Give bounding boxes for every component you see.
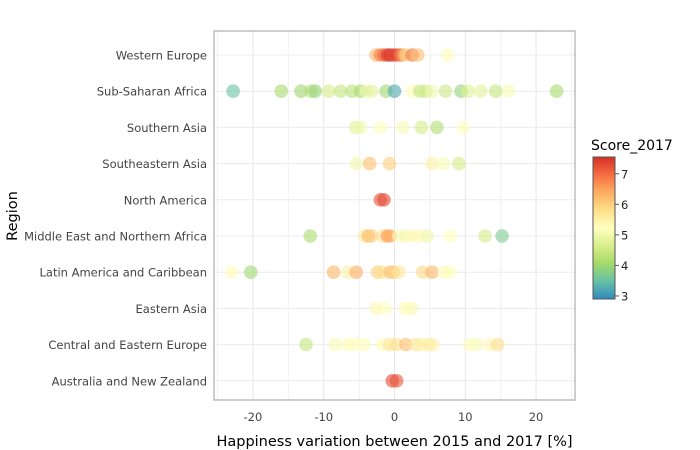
y-tick-labels: Western Europe Sub-Saharan Africa Southern… — [24, 49, 207, 389]
x-tick-label: 10 — [458, 410, 473, 424]
data-point — [425, 337, 440, 352]
data-point — [303, 229, 318, 243]
data-point — [349, 265, 364, 280]
plot-frame — [213, 30, 576, 401]
colorbar-tick-label: 6 — [621, 198, 628, 212]
y-tick-label: Latin America and Caribbean — [40, 266, 208, 280]
data-point — [274, 84, 289, 98]
y-axis-label: Region — [5, 191, 21, 241]
data-point — [377, 193, 391, 207]
data-point — [411, 48, 425, 62]
data-point — [357, 337, 371, 352]
data-point — [365, 229, 379, 243]
data-point — [321, 84, 336, 98]
x-tick-label: -20 — [244, 410, 263, 424]
data-point — [378, 301, 393, 316]
colorbar-gradient — [592, 156, 616, 300]
data-point — [440, 48, 455, 62]
data-point — [461, 84, 475, 98]
data-point — [469, 337, 484, 352]
y-tick-label: Central and Eastern Europe — [48, 338, 207, 352]
data-point — [424, 84, 439, 98]
x-tick-labels: -20 -10 0 10 20 — [244, 410, 544, 424]
data-point — [365, 84, 379, 98]
data-point — [382, 156, 397, 171]
data-point — [244, 265, 258, 280]
data-point — [373, 120, 388, 135]
data-point — [430, 120, 444, 135]
y-tick-label: Sub-Saharan Africa — [97, 85, 207, 99]
x-tick-label: 0 — [391, 410, 398, 424]
x-tick-label: -10 — [314, 410, 333, 424]
data-point — [308, 84, 323, 98]
data-point — [425, 156, 439, 171]
data-point — [328, 337, 342, 352]
data-point — [443, 265, 458, 280]
data-point — [362, 156, 377, 171]
colorbar-tick-label: 5 — [621, 228, 628, 242]
data-point — [333, 84, 348, 98]
data-point — [495, 229, 509, 243]
x-axis-label: Happiness variation between 2015 and 201… — [216, 434, 572, 450]
colorbar: Score_2017 7 6 5 4 3 — [591, 138, 673, 303]
data-point — [404, 301, 419, 316]
data-point — [389, 374, 404, 388]
data-point — [425, 265, 439, 280]
data-point — [226, 84, 240, 98]
data-point — [396, 120, 410, 135]
x-tick-label: 20 — [529, 410, 544, 424]
y-tick-label: Australia and New Zealand — [52, 374, 207, 388]
data-point — [456, 120, 470, 135]
data-point — [436, 156, 451, 171]
y-tick-label: Middle East and Northern Africa — [24, 230, 207, 244]
y-tick-label: Southeastern Asia — [102, 157, 207, 171]
data-point — [391, 265, 406, 280]
data-point — [387, 84, 402, 98]
data-point — [549, 84, 564, 98]
data-point — [414, 120, 429, 135]
colorbar-tick-label: 3 — [621, 289, 628, 303]
y-tick-label: Southern Asia — [127, 121, 207, 135]
data-point — [294, 84, 308, 98]
data-point — [501, 84, 516, 98]
data-point — [299, 337, 313, 352]
data-point — [353, 120, 368, 135]
colorbar-tick-label: 4 — [621, 259, 628, 273]
data-point — [349, 156, 364, 171]
y-tick-label: Western Europe — [116, 49, 207, 63]
data-point — [224, 265, 239, 280]
y-tick-label: North America — [124, 193, 207, 207]
data-point — [478, 229, 492, 243]
colorbar-tick-label: 7 — [621, 167, 628, 181]
data-point — [474, 84, 488, 98]
colorbar-title: Score_2017 — [591, 138, 673, 154]
data-point — [452, 156, 466, 171]
data-point — [326, 265, 341, 280]
y-tick-label: Eastern Asia — [136, 302, 207, 316]
data-points — [224, 48, 564, 388]
data-point — [438, 84, 453, 98]
data-point — [491, 337, 505, 352]
data-point — [443, 229, 458, 243]
data-point — [420, 229, 434, 243]
data-point — [488, 84, 503, 98]
data-point — [399, 337, 413, 352]
